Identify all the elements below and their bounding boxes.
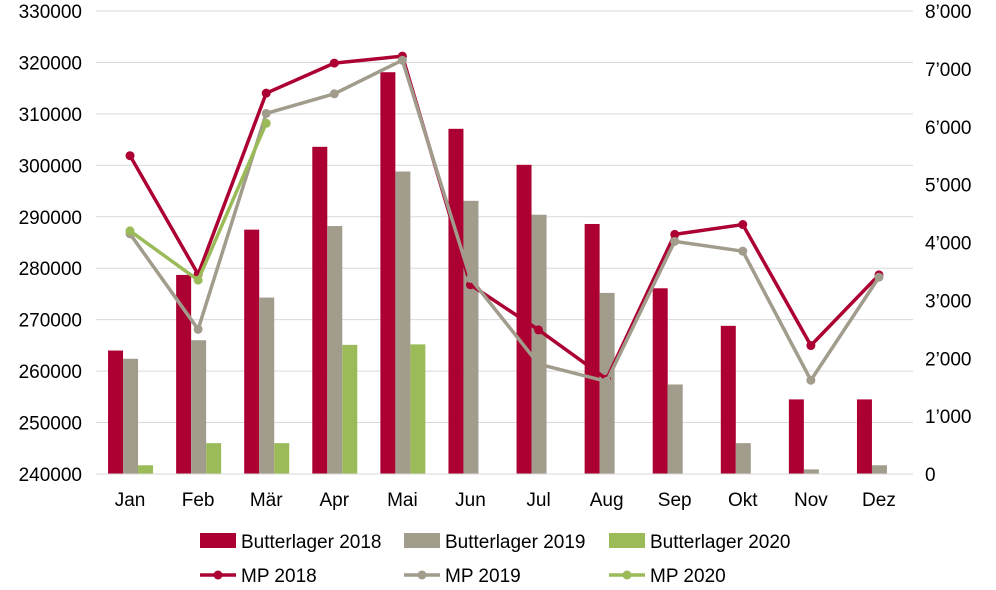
bar [871,465,887,474]
line-point [261,118,271,128]
y-left-tick-label: 300000 [19,156,82,177]
y-right-tick-label: 2’000 [925,349,972,370]
bar [138,465,154,474]
x-tick-label: Jun [455,490,486,511]
x-tick-label: Sep [658,490,692,511]
bar [788,399,804,474]
y-right-tick-label: 3’000 [925,291,972,312]
x-tick-label: Jan [115,490,146,511]
y-left-tick-label: 250000 [19,414,82,435]
x-tick-label: Dez [862,490,896,511]
y-left-tick-label: 290000 [19,208,82,229]
legend-marker [417,570,427,580]
bar [244,229,260,474]
bar [123,358,139,474]
x-tick-label: Jul [526,490,550,511]
line-point [534,325,544,335]
y-right-tick-label: 4’000 [925,234,972,255]
line-point [806,375,816,385]
x-tick-label: Mär [250,490,283,511]
line-point [125,151,135,161]
bar [584,223,600,474]
bar [312,146,328,474]
bar [380,72,396,475]
bar [259,297,275,474]
bar [206,443,222,474]
line-point [329,58,339,68]
line-point [534,359,544,369]
bar [395,171,411,475]
y-left-tick-label: 240000 [19,465,82,486]
bar [327,226,343,474]
y-left-tick-label: 280000 [19,259,82,280]
bar [803,469,819,474]
legend: Butterlager 2018 Butterlager 2019 Butterla… [200,532,791,587]
bar [448,128,464,474]
legend-swatch [609,533,645,548]
x-tick-label: Feb [182,490,215,511]
bar [720,325,736,474]
bar [410,344,426,474]
bar [191,340,207,474]
y-left-tick-label: 270000 [19,311,82,332]
line-point [738,220,748,230]
x-tick-label: Aug [590,490,624,511]
line-point [397,55,407,65]
line-point [465,273,475,283]
legend-marker [622,570,632,580]
legend-label: MP 2018 [241,566,317,587]
y-right-tick-label: 8’000 [925,2,972,23]
legend-swatch [200,533,236,548]
x-tick-label: Nov [794,490,828,511]
line-point [329,89,339,99]
legend-label: Butterlager 2019 [445,532,586,553]
bar [463,200,479,474]
legend-swatch [404,533,440,548]
legend-label: Butterlager 2018 [241,532,382,553]
y-right-tick-label: 1’000 [925,407,972,428]
bar [856,399,872,474]
line-point [738,246,748,256]
y-right-tick-label: 7’000 [925,60,972,81]
bar [735,443,751,474]
x-tick-label: Mai [387,490,418,511]
line-point [261,108,271,118]
y-left-tick-label: 330000 [19,2,82,23]
legend-marker [213,570,223,580]
line-point [602,376,612,386]
bar [108,350,124,474]
line-point [874,272,884,282]
bar [176,274,192,474]
bar [667,384,683,474]
bar [342,344,358,474]
lines [125,51,884,386]
line-point [670,236,680,246]
line-point [193,324,203,334]
bar [531,214,547,474]
bar [652,288,668,474]
line-point [261,88,271,98]
x-tick-label: Okt [728,490,758,511]
series-line [128,54,881,381]
y-left-tick-label: 310000 [19,105,82,126]
y-right-tick-label: 5’000 [925,176,972,197]
series-line [128,58,881,384]
line-point [193,275,203,285]
x-tick-label: Apr [320,490,350,511]
bar [274,443,290,474]
line-point [125,226,135,236]
axes: 240000 250000 260000 270000 280000 290000 3000… [19,2,972,511]
legend-label: MP 2019 [445,566,521,587]
legend-label: Butterlager 2020 [650,532,791,553]
line-point [670,229,680,239]
y-right-tick-label: 0 [925,465,936,486]
y-left-tick-label: 320000 [19,53,82,74]
y-left-tick-label: 260000 [19,362,82,383]
line-point [806,341,816,351]
legend-label: MP 2020 [650,566,726,587]
y-right-tick-label: 6’000 [925,118,972,139]
